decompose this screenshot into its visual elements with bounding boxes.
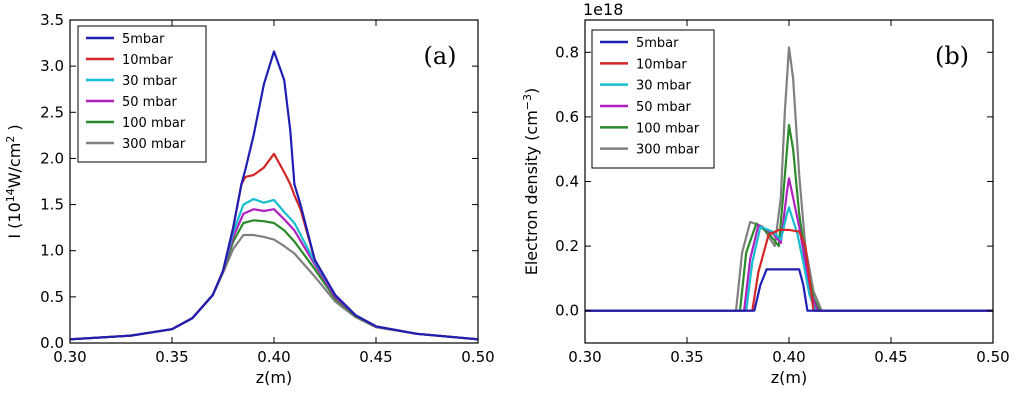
y-tick-label: 1.5: [40, 196, 64, 214]
legend-label: 30 mbar: [122, 74, 178, 89]
series-lines: [70, 50, 478, 341]
y-axis-title: I (1014W/cm2 ): [4, 124, 25, 238]
y-axis-title-part: I (10: [5, 202, 24, 238]
y-axis-title-part: ): [522, 88, 541, 94]
series-line-5mbar: [70, 50, 478, 341]
x-axis-title: z(m): [256, 368, 292, 387]
series-line-10mbar: [70, 152, 478, 341]
series-line-5mbar: [585, 268, 993, 312]
legend-label: 10mbar: [636, 57, 687, 72]
chart-panel-b: 0.30 0.35 0.40 0.45 0.50 0.0 0.2 0.4 0.6 0.8 z(m) E…: [521, 0, 1010, 387]
legend-label: 50 mbar: [636, 100, 692, 115]
x-tick-label: 0.35: [670, 348, 703, 366]
y-axis-title-part: W/cm: [5, 143, 24, 189]
series-lines: [585, 46, 993, 312]
legend-label: 100 mbar: [122, 116, 186, 131]
x-tick-label: 0.50: [976, 348, 1009, 366]
legend: 5mbar 10mbar 30 mbar 50 mbar 100 mbar 300 mba…: [77, 25, 207, 163]
series-line-30mbar: [585, 206, 993, 312]
y-tick-label: 0.2: [555, 237, 579, 255]
x-tick-label: 0.45: [874, 348, 907, 366]
chart-panel-a: 0.30 0.35 0.40 0.45 0.50 0.0 0.5 1.0 1.5 2.0 2.5 3.…: [4, 11, 495, 387]
legend-label: 10mbar: [122, 53, 173, 68]
y-axis-title: Electron density (cm−3): [521, 88, 542, 276]
y-tick-label: 0.0: [555, 302, 579, 320]
legend-label: 30 mbar: [636, 79, 692, 94]
legend-label: 300 mbar: [636, 143, 700, 158]
series-line-300mbar: [70, 233, 478, 341]
panel-label: (b): [935, 42, 969, 70]
legend-box: [591, 29, 715, 169]
x-tick-label: 0.30: [568, 348, 601, 366]
x-tick-label: 0.40: [772, 348, 805, 366]
legend-label: 5mbar: [636, 36, 679, 51]
x-tick-label: 0.30: [53, 348, 86, 366]
series-line-50mbar: [70, 208, 478, 341]
series-line-300mbar: [585, 46, 993, 312]
legend-label: 300 mbar: [122, 137, 186, 152]
series-line-100mbar: [585, 123, 993, 312]
y-tick-label: 3.5: [40, 11, 64, 29]
y-tick-label: 3.0: [40, 57, 64, 75]
y-tick-label: 0.4: [555, 173, 579, 191]
y-axis-title-sup: −3: [521, 94, 534, 110]
legend-label: 50 mbar: [122, 95, 178, 110]
y-tick-label: 2.5: [40, 103, 64, 121]
legend-box: [77, 25, 207, 163]
legend-label: 5mbar: [122, 32, 165, 47]
series-line-100mbar: [70, 219, 478, 341]
y-offset-text: 1e18: [583, 0, 623, 19]
series-line-10mbar: [585, 228, 993, 312]
y-tick-label: 0.0: [40, 334, 64, 352]
y-tick-label: 1.0: [40, 242, 64, 260]
legend-label: 100 mbar: [636, 121, 700, 136]
y-axis-title-sup: 14: [4, 188, 17, 202]
y-axis-title-sup: 2: [4, 136, 17, 143]
x-axis-title: z(m): [771, 368, 807, 387]
series-line-50mbar: [585, 177, 993, 312]
y-axis-title-part: ): [5, 124, 24, 135]
x-tick-label: 0.45: [359, 348, 392, 366]
y-tick-label: 0.6: [555, 108, 579, 126]
panel-label: (a): [423, 42, 456, 70]
y-axis-title-part: Electron density (cm: [522, 110, 541, 275]
y-tick-label: 0.5: [40, 288, 64, 306]
x-tick-label: 0.35: [155, 348, 188, 366]
x-tick-label: 0.40: [257, 348, 290, 366]
y-tick-label: 2.0: [40, 149, 64, 167]
x-tick-label: 0.50: [461, 348, 494, 366]
series-line-30mbar: [70, 197, 478, 341]
legend: 5mbar 10mbar 30 mbar 50 mbar 100 mbar 300 mba…: [591, 29, 715, 169]
y-tick-label: 0.8: [555, 43, 579, 61]
